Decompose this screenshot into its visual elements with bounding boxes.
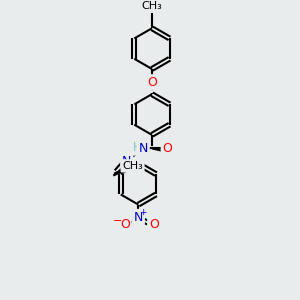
Text: −: − xyxy=(113,216,123,226)
Text: O: O xyxy=(147,76,157,89)
Text: O: O xyxy=(163,142,172,155)
Text: +: + xyxy=(140,208,147,217)
Text: N: N xyxy=(134,211,143,224)
Text: CH₃: CH₃ xyxy=(122,161,143,171)
Text: O: O xyxy=(149,218,159,232)
Text: H: H xyxy=(133,141,142,154)
Text: CH₃: CH₃ xyxy=(142,1,162,11)
Text: O: O xyxy=(120,218,130,232)
Text: N: N xyxy=(139,142,148,155)
Text: N: N xyxy=(122,154,131,167)
